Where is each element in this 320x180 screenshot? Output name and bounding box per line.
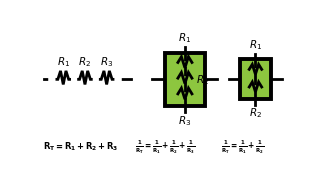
Text: $\mathbf{\frac{1}{R_T} = \frac{1}{R_1} + \frac{1}{R_2} + \frac{1}{R_3}}$: $\mathbf{\frac{1}{R_T} = \frac{1}{R_1} +… xyxy=(134,138,195,156)
Text: $\mathbf{\frac{1}{R_T} = \frac{1}{R_1} + \frac{1}{R_2}}$: $\mathbf{\frac{1}{R_T} = \frac{1}{R_1} +… xyxy=(221,138,265,156)
Text: $R_3$: $R_3$ xyxy=(100,56,113,69)
Text: $R_2$: $R_2$ xyxy=(78,56,92,69)
Text: $R_2$: $R_2$ xyxy=(196,73,209,87)
Bar xyxy=(240,59,271,99)
Text: $R_1$: $R_1$ xyxy=(249,39,262,52)
Text: $R_2$: $R_2$ xyxy=(249,106,262,120)
Text: $\mathbf{R_T = R_1 + R_2 + R_3}$: $\mathbf{R_T = R_1 + R_2 + R_3}$ xyxy=(43,141,119,153)
Bar xyxy=(165,53,205,105)
Text: $R_1$: $R_1$ xyxy=(57,56,70,69)
Text: $R_1$: $R_1$ xyxy=(178,31,192,45)
Text: $R_3$: $R_3$ xyxy=(178,114,192,128)
